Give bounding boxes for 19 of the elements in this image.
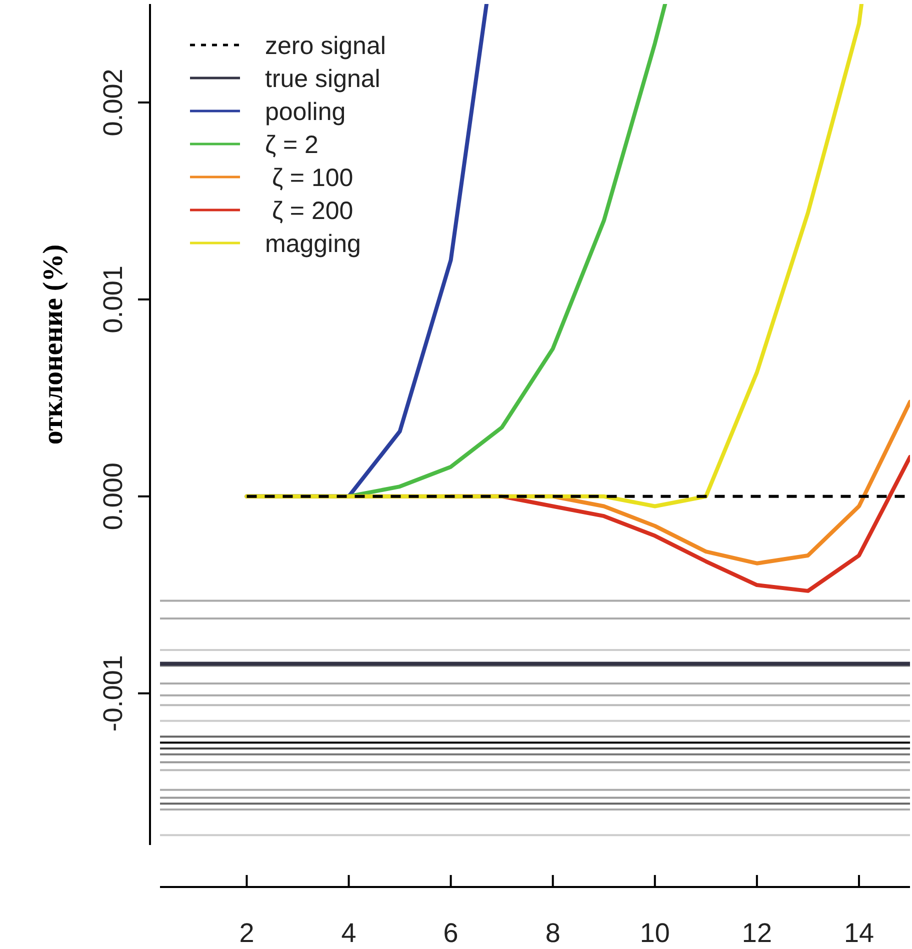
y-tick-label: 0.001 bbox=[98, 266, 128, 334]
legend-label: true signal bbox=[265, 65, 380, 93]
legend-label: zero signal bbox=[265, 32, 386, 60]
legend-label: ζ = 200 bbox=[265, 197, 354, 225]
legend-label: ζ = 2 bbox=[265, 131, 318, 159]
x-tick-label: 8 bbox=[545, 918, 560, 948]
x-tick-label: 4 bbox=[341, 918, 356, 948]
y-tick-label: 0.002 bbox=[98, 68, 128, 136]
x-tick-label: 10 bbox=[640, 918, 670, 948]
legend-label: pooling bbox=[265, 98, 346, 126]
legend-label: magging bbox=[265, 230, 361, 258]
legend-label: ζ = 100 bbox=[265, 164, 354, 192]
x-tick-label: 14 bbox=[844, 918, 874, 948]
y-tick-label: 0.000 bbox=[98, 462, 128, 530]
y-axis-title: отклонение (%) bbox=[38, 244, 69, 445]
x-tick-label: 12 bbox=[742, 918, 772, 948]
x-tick-label: 6 bbox=[443, 918, 458, 948]
y-tick-label: -0.001 bbox=[98, 655, 128, 732]
x-tick-label: 2 bbox=[239, 918, 254, 948]
